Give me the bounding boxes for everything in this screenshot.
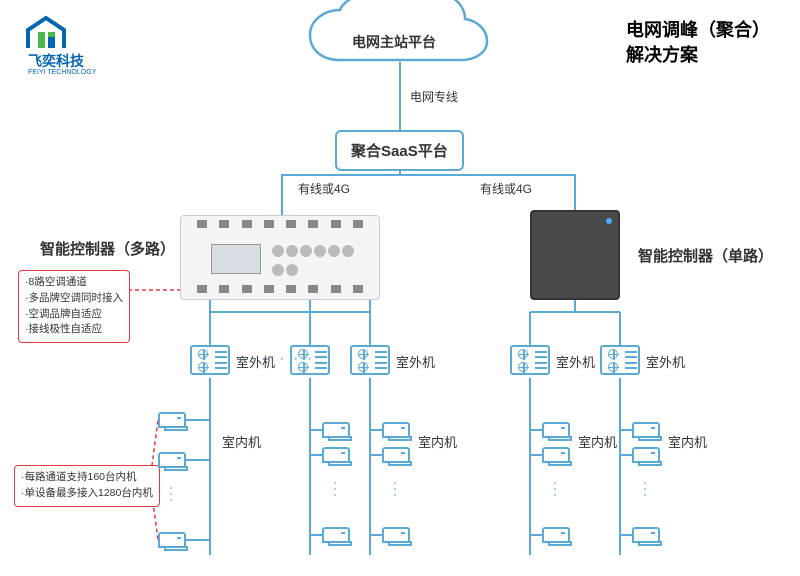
logo-mark <box>28 18 64 48</box>
controller-single-label: 智能控制器（单路） <box>638 245 773 266</box>
outdoor-unit <box>350 345 390 375</box>
indoor-unit <box>158 532 186 548</box>
outdoor-label: 室外机 <box>396 352 435 371</box>
indoor-unit <box>158 412 186 428</box>
indoor-label: 室内机 <box>222 432 261 451</box>
diagram-title: 电网调峰（聚合） 解决方案 <box>626 18 770 68</box>
outdoor-label: 室外机 <box>646 352 685 371</box>
indoor-unit <box>632 447 660 463</box>
indoor-unit <box>322 447 350 463</box>
vertical-ellipsis-icon <box>334 480 336 500</box>
controller-multi-label: 智能控制器（多路） <box>40 238 175 259</box>
link-cloud-saas: 电网专线 <box>410 88 458 105</box>
vertical-ellipsis-icon <box>394 480 396 500</box>
vertical-ellipsis-icon <box>554 480 556 500</box>
link-right: 有线或4G <box>480 180 532 197</box>
controller-single-device <box>530 210 620 300</box>
indoor-unit <box>542 527 570 543</box>
indoor-label: 室内机 <box>668 432 707 451</box>
callout-indoor: ·每路通道支持160台内机 ·单设备最多接入1280台内机 <box>14 465 160 507</box>
indoor-unit <box>322 527 350 543</box>
indoor-unit <box>158 452 186 468</box>
indoor-unit <box>542 422 570 438</box>
indoor-unit <box>632 422 660 438</box>
indoor-unit <box>632 527 660 543</box>
outdoor-unit <box>190 345 230 375</box>
vertical-ellipsis-icon <box>644 480 646 500</box>
indoor-unit <box>382 447 410 463</box>
indoor-unit <box>542 447 570 463</box>
indoor-unit <box>382 527 410 543</box>
indoor-label: 室内机 <box>578 432 617 451</box>
outdoor-unit <box>600 345 640 375</box>
vertical-ellipsis-icon <box>170 485 172 505</box>
cloud-label: 电网主站平台 <box>352 32 436 52</box>
ellipsis-icon: · · · · · · <box>238 350 314 368</box>
callout-multi: ·8路空调通道 ·多品牌空调同时接入 ·空调品牌自适应 ·接线极性自适应 <box>18 270 130 343</box>
link-left: 有线或4G <box>298 180 350 197</box>
saas-node: 聚合SaaS平台 <box>335 130 464 171</box>
indoor-unit <box>322 422 350 438</box>
indoor-label: 室内机 <box>418 432 457 451</box>
indoor-unit <box>382 422 410 438</box>
controller-multi-device <box>180 215 380 300</box>
logo-brand: 飞奕科技 FEIYI TECHNOLOGY <box>28 54 96 77</box>
outdoor-label: 室外机 <box>556 352 595 371</box>
outdoor-unit <box>510 345 550 375</box>
